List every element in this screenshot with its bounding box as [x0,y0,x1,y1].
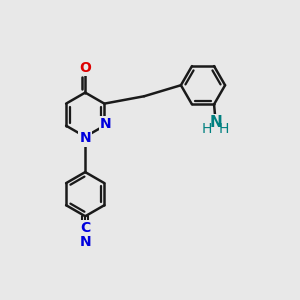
Text: H: H [219,122,229,136]
Text: N: N [100,117,112,131]
Text: O: O [79,61,91,75]
Text: N: N [80,131,91,145]
Text: N: N [209,115,222,130]
Text: H: H [202,122,212,136]
Text: N: N [80,235,91,249]
Text: C: C [80,221,90,235]
